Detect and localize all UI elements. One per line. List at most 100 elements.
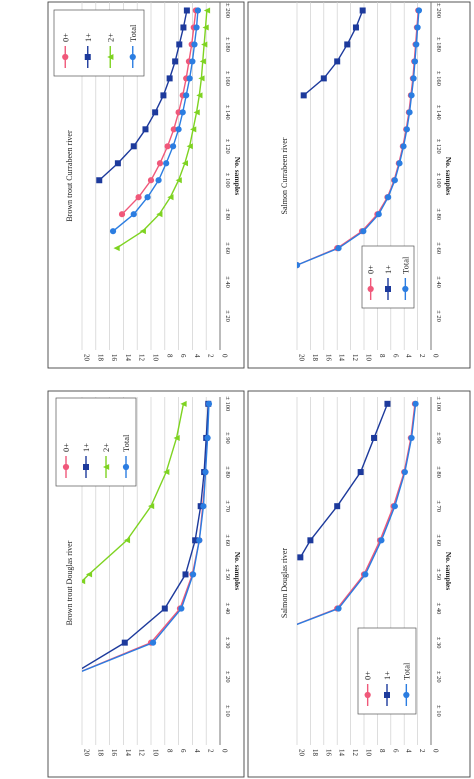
series-group <box>291 400 419 628</box>
data-point <box>190 126 197 133</box>
y-tick-label: 20 <box>83 749 91 757</box>
legend-label: 0+ <box>61 443 71 452</box>
y-tick-label: 18 <box>311 354 319 362</box>
chart-panel-2: 0 2 4 6 8 10 12 14 16 18 20 ± 20 ± 40 ± 60 ± 80 ± 100 ± … <box>247 1 471 369</box>
chart-title: Salmon Currabeen river <box>280 137 289 214</box>
chart-panel-3: 0 2 4 6 8 10 12 14 16 18 20 ± 10 ± 20 ± 30 ± 40 ± 50 ± 6… <box>47 390 245 778</box>
data-point <box>412 400 419 407</box>
legend-box <box>53 9 145 77</box>
data-point <box>123 537 131 544</box>
data-point <box>410 75 417 82</box>
legend-swatch-marker <box>122 463 130 471</box>
chart-title: Brown trout Currabeen river <box>65 130 74 222</box>
y-tick-label: 10 <box>365 354 373 362</box>
data-point <box>160 92 167 99</box>
data-point <box>118 211 126 218</box>
y-tick-label: 12 <box>351 354 359 362</box>
x-tick-label: ± 120 <box>224 139 231 154</box>
x-tick-label: ± 50 <box>224 569 231 581</box>
y-tick-label: 2 <box>418 749 426 753</box>
data-point <box>196 92 203 99</box>
data-point <box>203 7 211 14</box>
legend-swatch-marker <box>103 464 110 470</box>
series-line <box>297 403 417 626</box>
data-point <box>396 160 403 167</box>
data-point <box>401 468 408 476</box>
y-tick-label: 16 <box>324 749 332 757</box>
legend-label: 0+ <box>363 671 373 680</box>
data-point <box>149 639 157 646</box>
data-point <box>391 503 398 510</box>
data-point <box>82 578 86 585</box>
y-axis-label: No. samples <box>233 552 242 590</box>
data-point <box>161 605 168 612</box>
data-point <box>85 571 93 578</box>
data-point <box>109 228 117 235</box>
data-point <box>183 7 190 14</box>
x-tick-label: ± 90 <box>435 432 442 444</box>
y-tick-label: 16 <box>110 749 118 757</box>
series-line <box>299 403 389 558</box>
x-tick-label: ± 80 <box>435 208 442 220</box>
data-point <box>334 58 341 65</box>
y-tick-label: 0 <box>221 354 229 358</box>
x-tick-label: ± 40 <box>224 276 231 288</box>
data-point <box>192 537 199 544</box>
data-point <box>200 503 207 510</box>
y-tick-label: 8 <box>165 354 173 358</box>
x-tick-label: ± 90 <box>224 432 231 444</box>
chart-frame <box>47 390 245 778</box>
y-tick-label: 8 <box>165 749 173 753</box>
x-tick-label: ± 10 <box>435 705 442 717</box>
y-tick-label: 16 <box>110 354 118 362</box>
x-tick-label: ± 120 <box>435 139 442 154</box>
x-tick-label: ± 20 <box>224 671 231 683</box>
x-tick-label: ± 100 <box>224 396 231 411</box>
y-tick-label: 4 <box>405 354 413 358</box>
x-tick-label: ± 40 <box>435 276 442 288</box>
chart-frame <box>247 1 471 369</box>
data-point <box>178 605 185 612</box>
data-point <box>307 537 314 544</box>
legend-swatch-marker <box>129 53 136 61</box>
data-point <box>360 228 367 235</box>
x-tick-label: ± 20 <box>435 671 442 683</box>
x-tick-label: ± 60 <box>435 242 442 254</box>
x-tick-label: ± 60 <box>435 534 442 546</box>
data-point <box>65 674 71 680</box>
data-point <box>414 24 421 31</box>
legend-swatch-marker <box>84 54 91 60</box>
data-point <box>144 194 151 201</box>
legend-swatch-marker <box>402 285 409 293</box>
data-point <box>344 41 351 48</box>
x-tick-label: ± 30 <box>224 637 231 649</box>
data-point <box>189 58 196 65</box>
data-point <box>198 75 205 82</box>
data-point <box>300 92 307 99</box>
data-point <box>175 177 182 184</box>
data-point <box>65 674 71 680</box>
data-point <box>113 245 120 252</box>
x-tick-label: ± 80 <box>435 466 442 478</box>
y-tick-label: 2 <box>207 354 215 358</box>
y-tick-label: 14 <box>124 354 132 362</box>
x-tick-label: ± 60 <box>224 534 231 546</box>
legend-label: Total <box>401 662 411 680</box>
x-tick-label: ± 30 <box>435 637 442 649</box>
data-point <box>297 262 301 269</box>
y-tick-label: 14 <box>124 749 132 757</box>
x-tick-label: ± 20 <box>224 310 231 322</box>
series-line <box>297 403 416 626</box>
y-tick-label: 6 <box>391 354 399 358</box>
data-point <box>193 109 200 116</box>
data-point <box>199 58 206 65</box>
y-tick-label: 10 <box>365 749 373 757</box>
data-point <box>352 24 359 31</box>
data-point <box>291 622 297 628</box>
chart-panel-4: 0 2 4 6 8 10 12 14 16 18 20 ± 10 ± 20 ± 30 ± 40 ± 50 ± 6… <box>247 390 471 778</box>
x-tick-label: ± 10 <box>224 705 231 717</box>
x-tick-label: ± 160 <box>224 71 231 86</box>
y-tick-label: 18 <box>311 749 319 757</box>
data-point <box>148 503 155 510</box>
data-point <box>403 126 410 133</box>
